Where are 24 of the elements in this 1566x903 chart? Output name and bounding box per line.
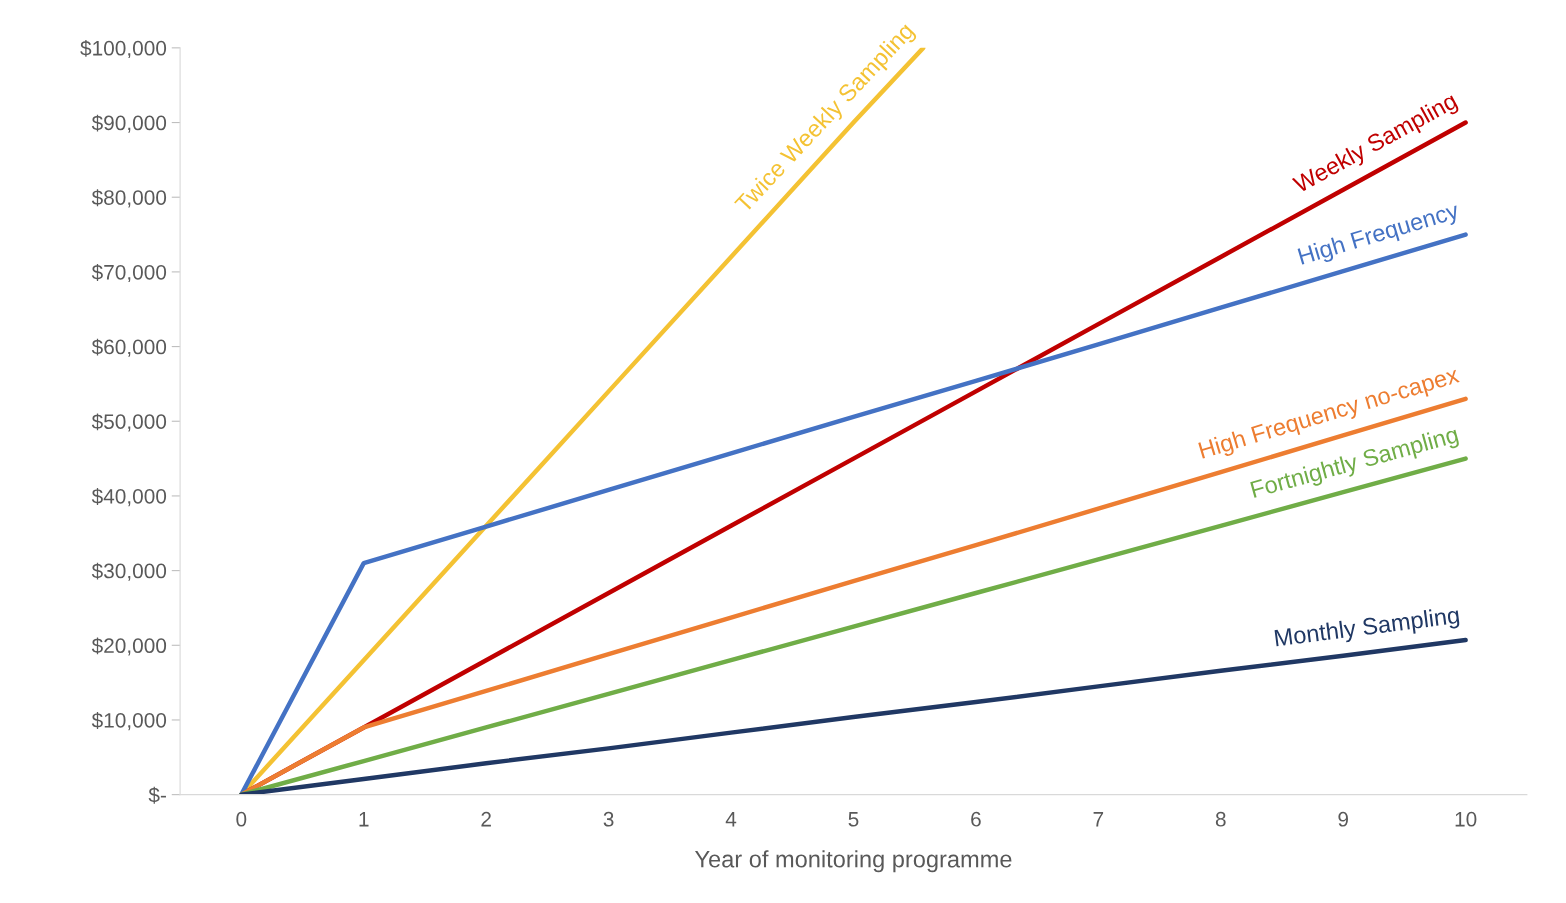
x-tick-label: 6 — [971, 811, 981, 827]
x-tick-label: 2 — [481, 811, 491, 827]
y-tick-label: $70,000 — [91, 264, 167, 283]
y-tick-label: $20,000 — [91, 637, 167, 656]
y-tick-label: $90,000 — [91, 114, 167, 133]
x-tick-label: 3 — [603, 811, 614, 827]
y-tick-label: $50,000 — [91, 413, 167, 432]
x-axis-title: Year of monitoring programme — [694, 850, 1012, 873]
y-tick-label: $40,000 — [91, 488, 167, 507]
x-tick-label: 9 — [1338, 811, 1349, 827]
x-tick-label: 10 — [1455, 811, 1477, 827]
y-tick-label: $30,000 — [91, 562, 167, 581]
y-tick-label: $100,000 — [80, 39, 167, 59]
x-tick-label: 5 — [848, 812, 859, 827]
y-tick-label: $60,000 — [91, 338, 167, 357]
text: Monthly Sampling — [1274, 605, 1460, 652]
y-tick-label: $80,000 — [91, 189, 167, 208]
x-tick-label: 1 — [359, 812, 369, 827]
x-tick-label: 4 — [725, 812, 737, 827]
x-tick-label: 8 — [1215, 811, 1226, 827]
x-tick-label: 7 — [1093, 812, 1104, 827]
x-tick-label: 0 — [236, 811, 247, 827]
y-tick-label: $- — [148, 786, 166, 804]
y-tick-label: $10,000 — [91, 712, 167, 731]
